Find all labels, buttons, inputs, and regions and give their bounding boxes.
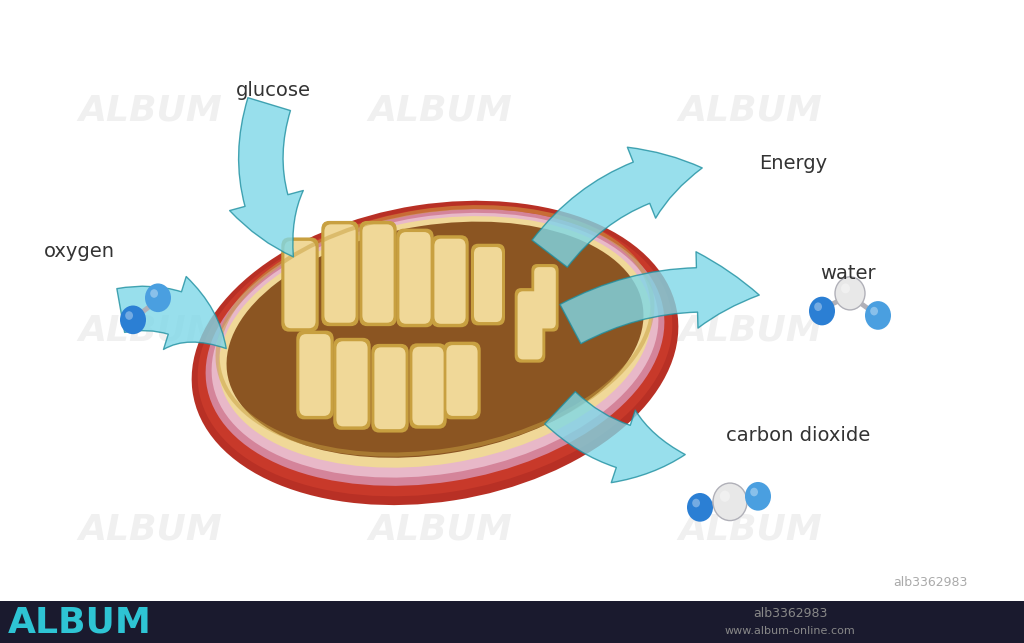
FancyArrowPatch shape [117, 276, 226, 349]
Ellipse shape [841, 284, 850, 293]
Ellipse shape [198, 205, 673, 496]
Text: ALBUM: ALBUM [78, 512, 222, 547]
Text: carbon dioxide: carbon dioxide [726, 426, 870, 445]
Text: ALBUM: ALBUM [368, 93, 512, 127]
FancyArrowPatch shape [560, 252, 759, 343]
Text: alb3362983: alb3362983 [753, 607, 827, 620]
Ellipse shape [865, 301, 891, 330]
Text: oxygen: oxygen [43, 242, 115, 261]
Ellipse shape [745, 482, 771, 511]
FancyArrowPatch shape [229, 98, 303, 257]
Ellipse shape [751, 487, 758, 496]
FancyBboxPatch shape [517, 291, 543, 359]
Text: ALBUM: ALBUM [678, 512, 822, 547]
Text: ALBUM: ALBUM [78, 93, 222, 127]
Text: ALBUM: ALBUM [368, 314, 512, 348]
FancyBboxPatch shape [375, 347, 406, 429]
FancyBboxPatch shape [325, 224, 355, 323]
FancyBboxPatch shape [399, 232, 431, 324]
FancyBboxPatch shape [535, 267, 556, 329]
FancyBboxPatch shape [531, 264, 559, 332]
Ellipse shape [206, 209, 665, 486]
Text: www.album-online.com: www.album-online.com [725, 626, 855, 636]
FancyBboxPatch shape [474, 247, 502, 322]
FancyBboxPatch shape [471, 244, 505, 325]
FancyArrowPatch shape [532, 147, 702, 267]
Text: alb3362983: alb3362983 [893, 576, 968, 589]
Ellipse shape [809, 296, 835, 325]
FancyBboxPatch shape [446, 345, 477, 416]
FancyBboxPatch shape [413, 347, 443, 425]
FancyBboxPatch shape [431, 235, 469, 327]
Text: ALBUM: ALBUM [678, 93, 822, 127]
FancyBboxPatch shape [410, 343, 446, 429]
FancyBboxPatch shape [372, 344, 409, 433]
FancyBboxPatch shape [322, 221, 358, 326]
Text: water: water [820, 264, 876, 283]
FancyBboxPatch shape [362, 224, 393, 323]
Ellipse shape [835, 277, 865, 310]
FancyBboxPatch shape [282, 237, 318, 332]
FancyBboxPatch shape [359, 221, 396, 326]
Text: Energy: Energy [759, 154, 827, 173]
Ellipse shape [120, 305, 146, 334]
FancyBboxPatch shape [296, 331, 334, 419]
Ellipse shape [218, 216, 651, 467]
FancyBboxPatch shape [299, 334, 331, 416]
Text: glucose: glucose [236, 81, 310, 100]
Ellipse shape [870, 307, 878, 316]
Ellipse shape [212, 213, 658, 478]
Ellipse shape [191, 201, 678, 505]
Text: ALBUM: ALBUM [368, 512, 512, 547]
FancyBboxPatch shape [443, 341, 480, 419]
Text: ALBUM: ALBUM [8, 605, 152, 639]
Ellipse shape [713, 483, 746, 521]
Ellipse shape [692, 499, 700, 507]
Ellipse shape [687, 493, 713, 521]
FancyBboxPatch shape [337, 341, 368, 426]
FancyBboxPatch shape [515, 288, 546, 363]
Ellipse shape [720, 491, 730, 502]
FancyBboxPatch shape [434, 239, 466, 324]
Ellipse shape [151, 289, 158, 298]
Ellipse shape [814, 302, 822, 311]
FancyBboxPatch shape [0, 601, 1024, 643]
Ellipse shape [145, 284, 171, 312]
FancyBboxPatch shape [396, 229, 434, 327]
Text: ALBUM: ALBUM [78, 314, 222, 348]
FancyBboxPatch shape [285, 241, 315, 328]
Ellipse shape [226, 222, 643, 458]
Ellipse shape [125, 311, 133, 320]
FancyBboxPatch shape [333, 338, 371, 430]
FancyArrowPatch shape [545, 392, 685, 483]
Text: ALBUM: ALBUM [678, 314, 822, 348]
